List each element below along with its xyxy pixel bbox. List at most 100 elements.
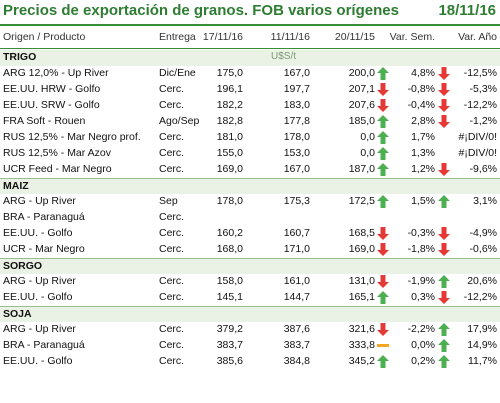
row-delivery: Cerc. bbox=[159, 211, 185, 223]
empty-icon-slot bbox=[438, 131, 450, 144]
table-row: RUS 12,5% - Mar Azov Cerc. 155,0 153,0 0,0 1,… bbox=[0, 146, 500, 162]
row-price-2: 177,8 bbox=[283, 115, 310, 127]
row-price-1: 383,7 bbox=[216, 339, 243, 351]
row-var-year: 11,7% bbox=[468, 355, 497, 367]
empty-icon-slot bbox=[438, 211, 450, 224]
row-price-2: 183,0 bbox=[283, 99, 310, 111]
row-var-week: 1,7% bbox=[411, 131, 435, 143]
row-price-3: 169,0 bbox=[348, 243, 375, 255]
row-price-3: 333,8 bbox=[348, 339, 375, 351]
row-var-week: 4,8% bbox=[411, 67, 435, 79]
row-var-year: 17,9% bbox=[467, 323, 497, 335]
row-delivery: Cerc. bbox=[159, 147, 185, 159]
row-var-week: -1,8% bbox=[407, 243, 435, 255]
row-var-year: -12,5% bbox=[463, 67, 497, 79]
table-row: EE.UU. HRW - Golfo Cerc. 196,1 197,7 207,1 -0… bbox=[0, 82, 500, 98]
row-product: ARG - Up River bbox=[3, 195, 76, 207]
arrow-down-icon bbox=[377, 83, 389, 96]
row-price-1: 158,0 bbox=[216, 275, 243, 287]
row-delivery: Cerc. bbox=[159, 291, 185, 303]
row-delivery: Cerc. bbox=[159, 243, 185, 255]
table-row: EE.UU. - Golfo Cerc. 385,6 384,8 345,2 0,2% 11… bbox=[0, 354, 500, 370]
row-price-3: 168,5 bbox=[348, 227, 375, 239]
table-header: Origen / Producto Entrega 17/11/16 11/11… bbox=[0, 30, 500, 46]
row-price-1: 385,6 bbox=[216, 355, 243, 367]
row-delivery: Cerc. bbox=[159, 355, 185, 367]
row-product: EE.UU. - Golfo bbox=[3, 291, 73, 303]
row-var-year: #¡DIV/0! bbox=[458, 147, 497, 159]
title-bar: Precios de exportación de granos. FOB va… bbox=[0, 0, 500, 24]
row-var-year: 3,1% bbox=[473, 195, 497, 207]
table-row: ARG - Up River Sep 178,0 175,3 172,5 1,5% 3,1% bbox=[0, 194, 500, 210]
row-delivery: Sep bbox=[159, 195, 178, 207]
row-var-week: -0,4% bbox=[407, 99, 435, 111]
table-row: UCR Feed - Mar Negro Cerc. 169,0 167,0 187,0… bbox=[0, 162, 500, 178]
table-row: EE.UU. SRW - Golfo Cerc. 182,2 183,0 207,6 -0… bbox=[0, 98, 500, 114]
row-product: BRA - Paranaguá bbox=[3, 339, 85, 351]
row-price-1: 182,8 bbox=[216, 115, 243, 127]
row-var-week: 1,5% bbox=[411, 195, 435, 207]
table-row: FRA Soft - Rouen Ago/Sep 182,8 177,8 185,0 2,… bbox=[0, 114, 500, 130]
row-product: RUS 12,5% - Mar Azov bbox=[3, 147, 111, 159]
row-price-2: 167,0 bbox=[283, 163, 310, 175]
row-delivery: Cerc. bbox=[159, 227, 185, 239]
row-price-2: 171,0 bbox=[283, 243, 310, 255]
row-price-2: 387,6 bbox=[283, 323, 310, 335]
row-var-week: 0,2% bbox=[411, 355, 435, 367]
table-row: BRA - Paranaguá Cerc. 383,7 383,7 333,8 0,0% 1… bbox=[0, 338, 500, 354]
arrow-down-icon bbox=[377, 227, 389, 240]
row-var-week: 2,8% bbox=[411, 115, 435, 127]
row-price-2: 383,7 bbox=[283, 339, 310, 351]
row-product: FRA Soft - Rouen bbox=[3, 115, 86, 127]
row-price-2: 175,3 bbox=[283, 195, 310, 207]
arrow-up-icon bbox=[377, 163, 389, 176]
row-var-year: -12,2% bbox=[463, 99, 497, 111]
table-row: EE.UU. - Golfo Cerc. 145,1 144,7 165,1 0,3% -1… bbox=[0, 290, 500, 306]
row-product: UCR Feed - Mar Negro bbox=[3, 163, 112, 175]
section-header-sorgo: SORGO bbox=[0, 258, 500, 274]
row-product: UCR - Mar Negro bbox=[3, 243, 85, 255]
row-var-year: -1,2% bbox=[469, 115, 497, 127]
row-delivery: Cerc. bbox=[159, 275, 185, 287]
row-var-year: -5,3% bbox=[469, 83, 497, 95]
row-price-3: 0,0 bbox=[360, 147, 375, 159]
table-row: BRA - Paranaguá Cerc. bbox=[0, 210, 500, 226]
section-title: TRIGO bbox=[3, 51, 37, 63]
arrow-down-icon bbox=[438, 227, 450, 240]
page-title: Precios de exportación de granos. FOB va… bbox=[3, 2, 399, 19]
row-var-year: 20,6% bbox=[467, 275, 497, 287]
arrow-down-icon bbox=[438, 163, 450, 176]
row-price-2: 161,0 bbox=[283, 275, 310, 287]
row-price-1: 175,0 bbox=[216, 67, 243, 79]
arrow-up-icon bbox=[377, 131, 389, 144]
row-product: EE.UU. SRW - Golfo bbox=[3, 99, 100, 111]
row-price-3: 185,0 bbox=[348, 115, 375, 127]
arrow-up-icon bbox=[377, 195, 389, 208]
row-price-2: 144,7 bbox=[283, 291, 310, 303]
row-product: ARG 12,0% - Up River bbox=[3, 67, 109, 79]
row-delivery: Cerc. bbox=[159, 323, 185, 335]
row-var-year: #¡DIV/0! bbox=[458, 131, 497, 143]
header-divider bbox=[0, 48, 500, 49]
arrow-up-icon bbox=[377, 355, 389, 368]
arrow-down-icon bbox=[438, 99, 450, 112]
row-price-1: 168,0 bbox=[216, 243, 243, 255]
row-product: EE.UU. - Golfo bbox=[3, 227, 73, 239]
section-header-trigo: TRIGO U$S/t bbox=[0, 50, 500, 66]
table-row: ARG - Up River Cerc. 158,0 161,0 131,0 -1,9% 2… bbox=[0, 274, 500, 290]
arrow-up-icon bbox=[438, 339, 450, 352]
row-var-week: -0,3% bbox=[407, 227, 435, 239]
row-product: EE.UU. - Golfo bbox=[3, 355, 73, 367]
price-table: TRIGO U$S/t ARG 12,0% - Up River Dic/Ene 175… bbox=[0, 50, 500, 370]
arrow-up-icon bbox=[438, 355, 450, 368]
header-var-year: Var. Año bbox=[458, 31, 497, 43]
row-price-1: 379,2 bbox=[216, 323, 243, 335]
row-price-1: 196,1 bbox=[216, 83, 243, 95]
arrow-down-icon bbox=[438, 291, 450, 304]
table-row: ARG 12,0% - Up River Dic/Ene 175,0 167,0 200… bbox=[0, 66, 500, 82]
table-row: EE.UU. - Golfo Cerc. 160,2 160,7 168,5 -0,3% -… bbox=[0, 226, 500, 242]
row-price-3: 345,2 bbox=[348, 355, 375, 367]
row-product: BRA - Paranaguá bbox=[3, 211, 85, 223]
arrow-down-icon bbox=[438, 243, 450, 256]
row-var-year: -12,2% bbox=[463, 291, 497, 303]
